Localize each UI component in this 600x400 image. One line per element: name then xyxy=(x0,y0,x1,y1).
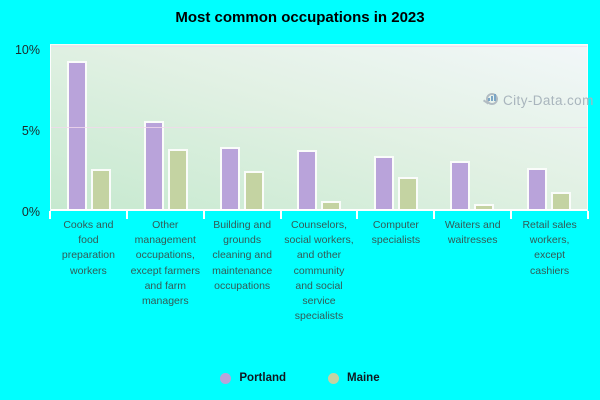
category-labels: Cooks and food preparation workers Other … xyxy=(50,218,588,325)
x-axis-tick xyxy=(433,211,436,219)
category-slot xyxy=(357,45,434,209)
category-slot xyxy=(281,45,358,209)
chart-title: Most common occupations in 2023 xyxy=(175,9,425,26)
category-label: Counselors, social workers, and other co… xyxy=(284,219,354,323)
bar-maine xyxy=(321,201,342,209)
bar-maine xyxy=(397,177,418,209)
x-axis-tick xyxy=(202,211,205,219)
bar-portland xyxy=(220,146,241,209)
x-axis-tick xyxy=(279,211,282,219)
category-label: Cooks and food preparation workers xyxy=(61,219,115,277)
x-axis-tick xyxy=(356,211,359,219)
x-axis-tick xyxy=(125,211,128,219)
category-slot xyxy=(128,45,205,209)
bar-portland xyxy=(373,156,394,209)
watermark-text: City-Data.com xyxy=(503,92,594,108)
bar-portland xyxy=(297,150,318,209)
watermark[interactable]: City-Data.com xyxy=(482,92,600,108)
legend-dot-icon xyxy=(328,372,340,384)
category-label: Waiters and waitresses xyxy=(444,219,501,247)
y-axis-labels: 0% 5% 10% xyxy=(0,42,40,219)
legend-label: Portland xyxy=(239,372,287,384)
bar-maine xyxy=(474,204,495,209)
y-tick-label: 5% xyxy=(21,123,40,138)
y-tick-label: 10% xyxy=(14,42,40,57)
category-label: Computer specialists xyxy=(371,219,421,247)
plot-area: City-Data.com xyxy=(50,44,593,211)
gridline-5% xyxy=(51,126,587,128)
bar-portland xyxy=(526,167,547,209)
bar-portland xyxy=(67,60,88,209)
x-axis-tick xyxy=(49,211,51,219)
bar-maine xyxy=(91,169,112,209)
legend: Portland Maine xyxy=(0,372,600,384)
bar-maine xyxy=(550,191,571,209)
category-slot xyxy=(434,45,511,209)
gridline-10% xyxy=(51,45,587,47)
category-slot xyxy=(510,45,587,209)
bar-maine xyxy=(244,170,265,209)
x-axis-tick xyxy=(587,211,589,219)
legend-label: Maine xyxy=(347,372,380,384)
legend-item-maine: Maine xyxy=(328,372,380,384)
x-axis-tick xyxy=(510,211,513,219)
legend-item-portland: Portland xyxy=(220,372,286,384)
category-label: Retail sales workers, except cashiers xyxy=(522,219,577,277)
magnifier-chart-icon xyxy=(482,92,499,108)
bars-row xyxy=(51,45,587,209)
category-slot xyxy=(51,45,128,209)
legend-dot-icon xyxy=(220,372,232,384)
category-label: Other management occupations, except far… xyxy=(130,219,201,308)
bar-portland xyxy=(143,121,164,209)
bar-portland xyxy=(450,161,471,209)
category-slot xyxy=(204,45,281,209)
bar-maine xyxy=(167,148,188,209)
y-tick-label: 0% xyxy=(21,205,40,219)
category-label: Building and grounds cleaning and mainte… xyxy=(212,219,273,292)
